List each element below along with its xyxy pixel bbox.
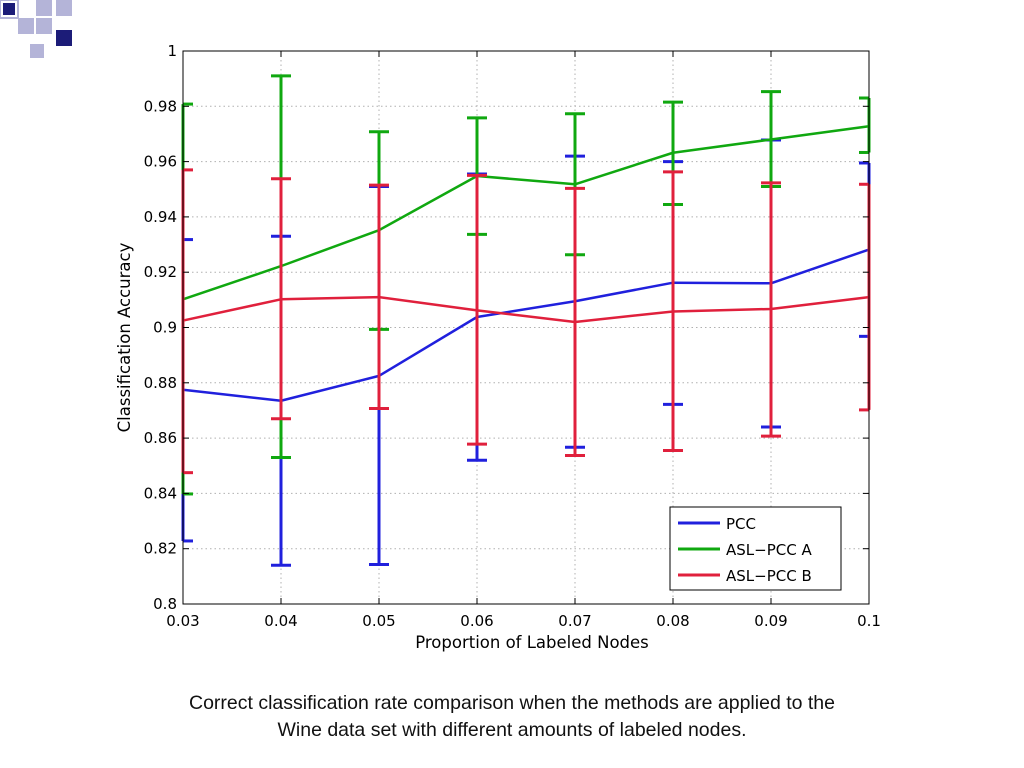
series-line: [182, 248, 870, 403]
y-tick-label: 0.92: [144, 263, 177, 281]
x-axis-label: Proportion of Labeled Nodes: [415, 633, 649, 652]
series-0: [181, 138, 871, 567]
y-tick-label: 0.88: [144, 374, 177, 392]
slide-caption: Correct classification rate comparison w…: [0, 690, 1024, 744]
y-tick-label: 1: [167, 42, 177, 60]
logo-square: [36, 18, 52, 34]
caption-line-2: Wine data set with different amounts of …: [277, 719, 747, 741]
slide-logo: [0, 0, 72, 58]
y-tick-label: 0.84: [144, 484, 177, 502]
logo-square: [3, 3, 15, 15]
x-tick-label: 0.06: [460, 612, 493, 630]
logo-square: [56, 0, 72, 16]
chart-ticks: 0.8 0.82 0.84 0.86 0.88 0.9 0.92 0.94 0.96 0.98 1 0…: [144, 42, 881, 630]
y-tick-label: 0.82: [144, 540, 177, 558]
x-tick-label: 0.09: [754, 612, 787, 630]
x-tick-label: 0.05: [362, 612, 395, 630]
logo-square: [30, 44, 44, 58]
x-tick-label: 0.04: [264, 612, 297, 630]
logo-square: [18, 18, 34, 34]
caption-line-1: Correct classification rate comparison w…: [188, 692, 835, 714]
series-line: [182, 295, 870, 324]
y-axis-label: Classification Accuracy: [115, 242, 134, 432]
legend-label: ASL−PCC A: [726, 541, 812, 559]
chart-series: [181, 74, 871, 567]
legend-label: PCC: [726, 515, 756, 533]
y-tick-label: 0.8: [153, 595, 177, 613]
x-tick-label: 0.07: [558, 612, 591, 630]
y-tick-label: 0.96: [144, 153, 177, 171]
x-tick-label: 0.1: [857, 612, 881, 630]
x-tick-label: 0.03: [166, 612, 199, 630]
y-tick-label: 0.86: [144, 429, 177, 447]
y-tick-label: 0.98: [144, 97, 177, 115]
logo-square: [56, 30, 72, 46]
accuracy-chart: 0.8 0.82 0.84 0.86 0.88 0.9 0.92 0.94 0.96 0.98 1 0…: [115, 42, 881, 652]
y-tick-label: 0.94: [144, 208, 177, 226]
y-tick-label: 0.9: [153, 319, 177, 337]
x-tick-label: 0.08: [656, 612, 689, 630]
series-line: [182, 124, 870, 301]
chart-legend: PCC ASL−PCC A ASL−PCC B: [669, 506, 842, 591]
logo-square: [36, 0, 52, 16]
legend-label: ASL−PCC B: [726, 567, 812, 585]
